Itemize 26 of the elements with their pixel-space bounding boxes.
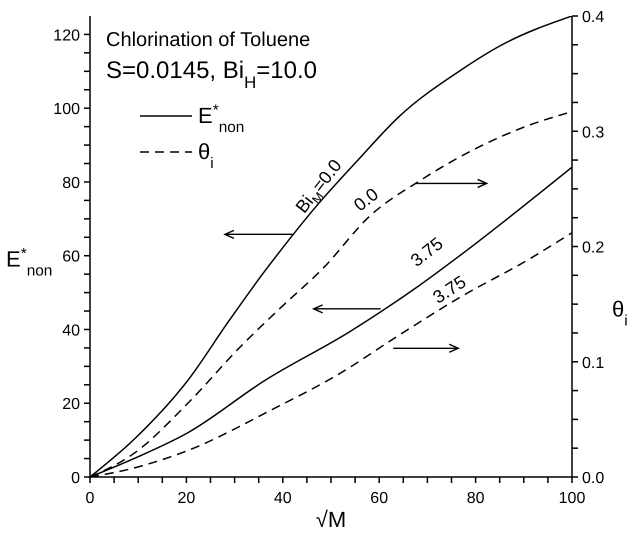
y-tick-label: 0 [71, 470, 80, 487]
x-tick-label: 0 [86, 490, 95, 507]
annotation: 3.75 [406, 233, 447, 270]
y2-axis-title: θ$_{i}$ [612, 296, 628, 329]
annotation: Chlorination of Toluene [106, 29, 310, 51]
x-tick-label: 20 [178, 490, 196, 507]
y2-tick-label: 0.1 [582, 354, 604, 372]
y2-tick-label: 0.2 [582, 240, 604, 256]
annotation: S=0.0145, Bi$_{H}$=10.0 [106, 57, 317, 92]
annotation: 0.0 [350, 184, 382, 215]
annotation: 3.75 [429, 271, 470, 308]
legend-label: θ$_{i}$ [198, 139, 214, 172]
x-axis-title: √M [316, 507, 346, 532]
x-tick-label: 80 [466, 490, 485, 507]
y-tick-label: 60 [62, 248, 80, 266]
y-tick-label: 80 [62, 174, 80, 192]
y-tick-label: 20 [62, 396, 80, 414]
y-tick-label: 100 [53, 101, 80, 118]
x-tick-label: 40 [274, 490, 292, 507]
y-tick-label: 40 [62, 322, 80, 340]
y2-tick-label: 0.3 [582, 124, 604, 142]
y2-tick-label: 0.4 [582, 9, 604, 26]
x-tick-label: 60 [370, 490, 388, 507]
y-tick-label: 120 [53, 27, 80, 44]
y2-tick-label: 0.0 [582, 470, 604, 487]
x-tick-label: 100 [558, 490, 586, 507]
